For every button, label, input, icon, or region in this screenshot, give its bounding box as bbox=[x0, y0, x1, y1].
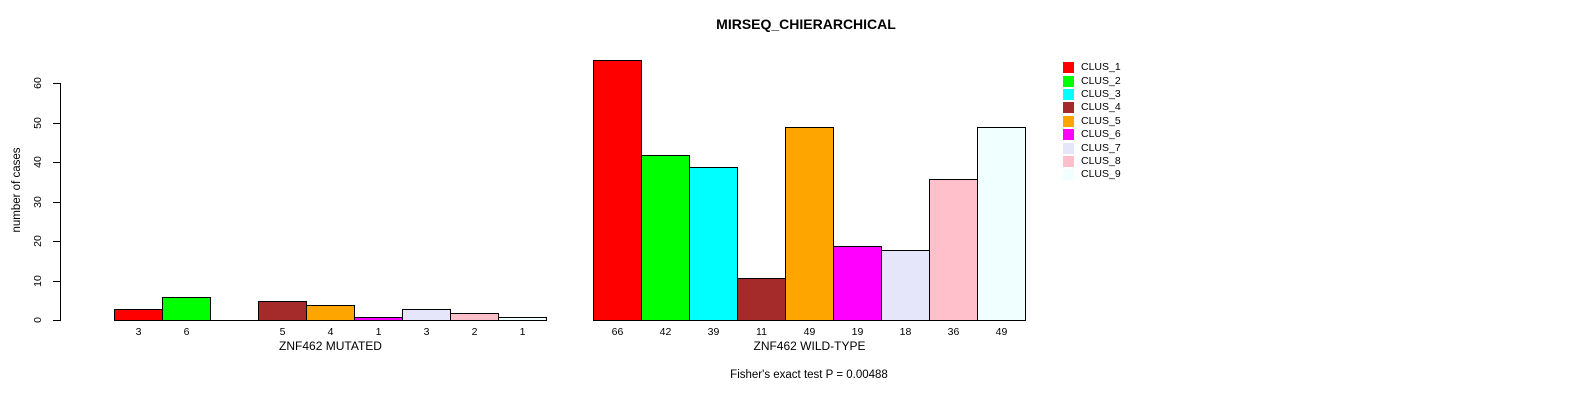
legend-swatch bbox=[1063, 102, 1074, 114]
legend-row: CLUS_5 bbox=[1063, 115, 1121, 128]
legend-row: CLUS_7 bbox=[1063, 141, 1121, 154]
group-axis-label: ZNF462 WILD-TYPE bbox=[753, 339, 866, 353]
bar bbox=[306, 305, 355, 321]
legend-swatch bbox=[1063, 169, 1074, 181]
bar bbox=[162, 297, 211, 321]
bar-value-label: 6 bbox=[183, 326, 190, 338]
legend-row: CLUS_4 bbox=[1063, 101, 1121, 114]
legend-label: CLUS_6 bbox=[1081, 128, 1121, 141]
legend-label: CLUS_8 bbox=[1081, 154, 1121, 167]
bar bbox=[881, 250, 930, 321]
legend-swatch bbox=[1063, 88, 1074, 100]
y-tick-label: 60 bbox=[32, 77, 44, 89]
bar bbox=[450, 313, 499, 321]
bar bbox=[689, 167, 738, 321]
group-axis-label: ZNF462 MUTATED bbox=[279, 339, 382, 353]
bar-value-label: 66 bbox=[611, 326, 624, 338]
legend-label: CLUS_9 bbox=[1081, 168, 1121, 181]
legend-row: CLUS_2 bbox=[1063, 74, 1121, 87]
bar bbox=[114, 309, 163, 321]
chart-title: MIRSEQ_CHIERARCHICAL bbox=[716, 16, 896, 32]
bar-value-label: 3 bbox=[423, 326, 430, 338]
bar-value-label: 5 bbox=[279, 326, 286, 338]
legend-swatch bbox=[1063, 62, 1074, 74]
fisher-test-annotation: Fisher's exact test P = 0.00488 bbox=[730, 369, 888, 381]
y-tick bbox=[53, 122, 60, 124]
bar-value-label: 19 bbox=[851, 326, 864, 338]
bar bbox=[402, 309, 451, 321]
bar-value-label: 4 bbox=[327, 326, 334, 338]
legend-swatch bbox=[1063, 142, 1074, 154]
legend-swatch bbox=[1063, 129, 1074, 141]
bar-value-label: 49 bbox=[995, 326, 1008, 338]
y-tick-label: 40 bbox=[32, 156, 44, 168]
bar-value-label: 1 bbox=[519, 326, 526, 338]
y-tick bbox=[53, 280, 60, 282]
bar bbox=[833, 246, 882, 321]
y-tick bbox=[53, 320, 60, 321]
legend: CLUS_1 CLUS_2 CLUS_3 CLUS_4 CLUS_5 CLUS_6 CLUS… bbox=[1063, 61, 1121, 182]
legend-row: CLUS_8 bbox=[1063, 155, 1121, 168]
legend-label: CLUS_3 bbox=[1081, 87, 1121, 100]
bar bbox=[737, 278, 786, 321]
bar-value-label: 3 bbox=[135, 326, 142, 338]
bar bbox=[785, 127, 834, 321]
legend-row: CLUS_6 bbox=[1063, 128, 1121, 141]
bar bbox=[354, 317, 403, 321]
y-tick bbox=[53, 241, 60, 242]
bar bbox=[929, 179, 978, 321]
legend-row: CLUS_9 bbox=[1063, 168, 1121, 181]
y-tick-label: 20 bbox=[32, 235, 44, 247]
y-tick bbox=[53, 162, 60, 163]
y-tick-label: 50 bbox=[32, 116, 44, 129]
legend-swatch bbox=[1063, 75, 1074, 87]
bar bbox=[977, 127, 1026, 321]
legend-label: CLUS_2 bbox=[1081, 74, 1121, 87]
bar bbox=[593, 60, 642, 321]
legend-label: CLUS_4 bbox=[1081, 101, 1121, 114]
bar bbox=[641, 155, 690, 321]
legend-swatch bbox=[1063, 155, 1074, 167]
bar-value-label: 11 bbox=[756, 326, 767, 338]
bar-value-label: 18 bbox=[899, 326, 912, 338]
y-tick-label: 10 bbox=[32, 274, 44, 287]
legend-label: CLUS_7 bbox=[1081, 141, 1121, 154]
y-tick-label: 30 bbox=[32, 195, 44, 208]
y-tick bbox=[53, 201, 60, 203]
bar-value-label: 39 bbox=[707, 326, 720, 338]
bar-value-label: 2 bbox=[471, 326, 478, 338]
legend-swatch bbox=[1063, 115, 1074, 127]
y-axis-label: number of cases bbox=[11, 147, 23, 233]
legend-label: CLUS_5 bbox=[1081, 114, 1121, 127]
bar bbox=[258, 301, 307, 321]
legend-row: CLUS_3 bbox=[1063, 88, 1121, 101]
bar-value-label: 42 bbox=[659, 326, 672, 338]
y-axis-line bbox=[60, 83, 61, 321]
y-tick bbox=[53, 83, 60, 84]
bar-value-label: 49 bbox=[803, 326, 816, 338]
bar-value-label: 36 bbox=[947, 326, 960, 338]
bar-value-label: 1 bbox=[375, 326, 382, 338]
bar bbox=[498, 317, 547, 321]
y-tick-label: 0 bbox=[32, 317, 44, 323]
legend-row: CLUS_1 bbox=[1063, 61, 1121, 74]
legend-label: CLUS_1 bbox=[1081, 61, 1121, 74]
